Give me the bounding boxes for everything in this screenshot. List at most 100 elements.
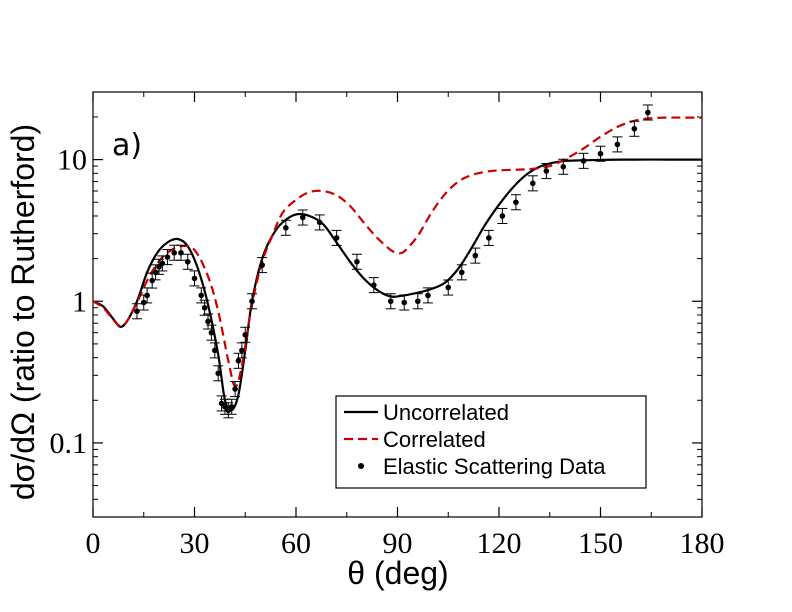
data-point [443,279,454,296]
data-point [456,264,467,281]
data-point [213,365,224,382]
data-marker [228,403,235,410]
data-marker [222,403,228,410]
data-point [216,395,227,412]
series-line-uncorrelated [92,158,702,412]
series-layer [92,116,702,412]
data-marker [208,329,215,336]
data-point [240,326,251,343]
data-point [629,120,640,137]
legend-swatch-data [358,463,364,469]
data-point [169,244,180,261]
data-point [226,398,237,415]
data-marker [225,407,232,414]
data-marker [354,258,360,265]
data-marker [171,249,177,256]
data-point [162,249,173,266]
data-marker [371,282,377,288]
data-markers [131,104,653,419]
data-marker [580,158,587,164]
data-marker [499,213,506,219]
legend-label-data: Elastic Scattering Data [383,454,606,479]
data-marker [472,252,479,259]
x-tick-label: 0 [86,527,101,560]
data-marker [333,235,340,241]
data-marker [486,235,492,241]
data-point [233,352,244,369]
x-axis: 0 30 60 90 120 150 180 [86,92,725,560]
legend-label-correlated: Correlated [383,427,486,452]
data-point [209,342,220,359]
y-axis-title: dσ/dΩ (ratio to Rutherford) [5,124,41,500]
data-point [399,294,410,311]
data-point [578,152,589,169]
data-point [131,303,142,320]
legend-label-uncorrelated: Uncorrelated [383,400,509,425]
data-point [175,244,186,261]
data-marker [259,262,265,268]
data-point [497,207,508,224]
x-tick-label: 150 [578,527,623,560]
data-point [470,247,481,264]
data-point [331,229,342,246]
data-point [612,136,623,153]
data-marker [249,298,255,305]
data-point [206,324,217,341]
x-axis-title: θ (deg) [347,555,448,591]
y-axis: 0.1 1 10 [50,116,702,500]
data-point [142,287,153,304]
data-marker [232,386,238,392]
data-point [541,163,552,180]
data-marker [316,219,323,226]
data-marker [631,125,638,132]
data-marker [445,284,452,291]
data-marker [645,109,651,116]
legend-box [335,395,647,489]
data-marker [159,260,166,267]
data-marker [156,264,162,270]
data-marker [401,299,408,306]
data-point [385,293,396,310]
data-point [422,287,433,304]
data-marker [513,199,519,206]
data-marker [149,277,156,284]
data-point [558,158,569,175]
data-marker [191,275,198,282]
data-marker [205,318,211,325]
data-marker [198,292,205,299]
data-marker [152,269,159,276]
data-point [236,342,247,359]
x-tick-label: 120 [477,527,522,560]
data-marker [387,298,394,305]
data-marker [242,331,249,338]
data-point [368,277,379,294]
data-marker [178,249,184,256]
data-point [247,293,258,310]
data-marker [425,292,431,299]
data-marker [283,225,289,231]
data-point [412,293,423,310]
data-point [483,229,494,246]
panel-label: a) [112,128,142,163]
data-point [351,253,362,270]
data-marker [597,150,604,157]
data-point [527,175,538,192]
y-tick-label: 1 [72,285,87,318]
data-point [280,219,291,236]
data-point [595,145,606,162]
data-point [257,257,268,274]
data-marker [614,141,621,148]
data-marker [560,163,567,170]
data-marker [134,308,140,315]
legend: Uncorrelated Correlated Elastic Scatteri… [335,395,647,489]
data-marker [164,254,171,260]
data-point [182,253,193,270]
data-point [642,104,653,121]
data-point [230,381,241,398]
data-point [510,194,521,211]
y-tick-label: 0.1 [50,427,88,460]
data-marker [299,214,306,221]
data-marker [458,269,465,276]
data-marker [144,292,150,299]
